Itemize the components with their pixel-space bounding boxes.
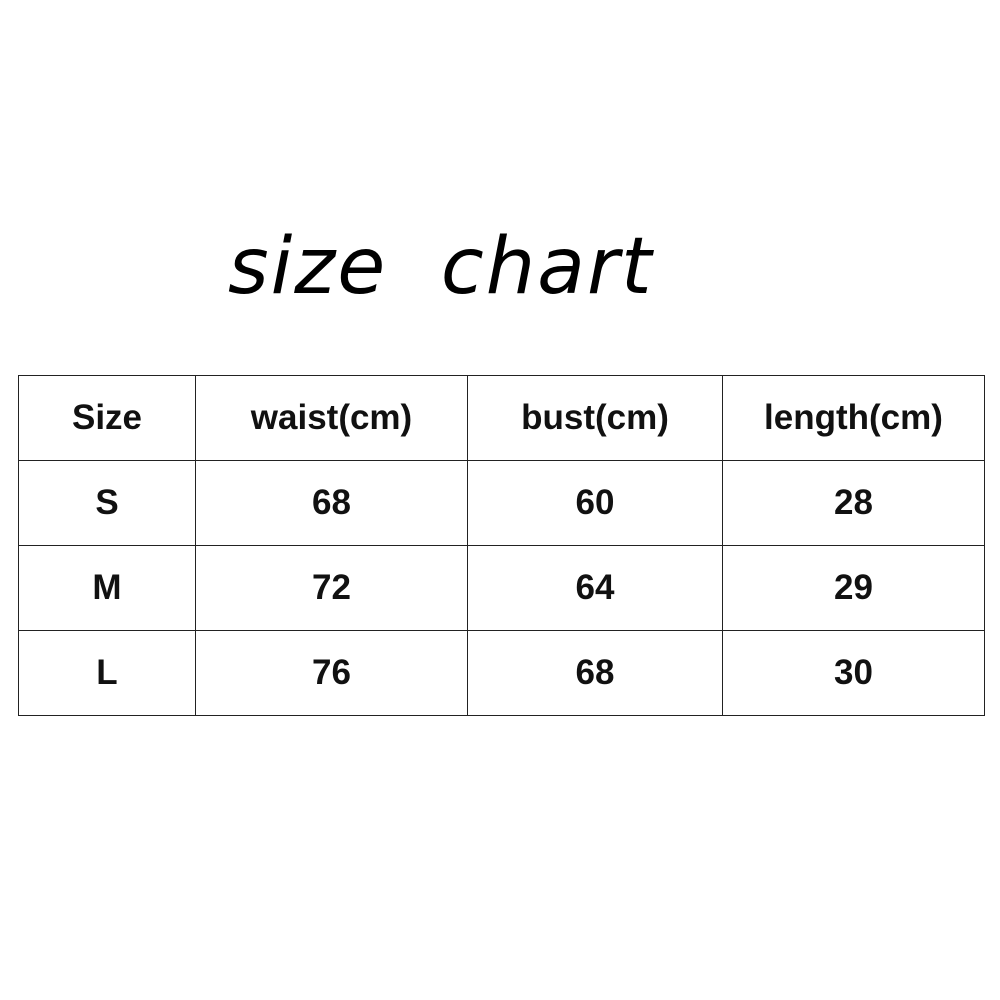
table-row: M 72 64 29 bbox=[18, 545, 985, 631]
table-cell: 76 bbox=[195, 630, 468, 716]
table-row: S 68 60 28 bbox=[18, 460, 985, 546]
page-title: size chart bbox=[228, 222, 654, 312]
table-cell: 29 bbox=[722, 545, 985, 631]
table-cell: 30 bbox=[722, 630, 985, 716]
table-cell: 60 bbox=[467, 460, 723, 546]
size-table: Size waist(cm) bust(cm) length(cm) S 68 … bbox=[18, 375, 985, 716]
table-header-row: Size waist(cm) bust(cm) length(cm) bbox=[18, 375, 985, 461]
table-cell: 68 bbox=[195, 460, 468, 546]
table-cell: 72 bbox=[195, 545, 468, 631]
header-cell: waist(cm) bbox=[195, 375, 468, 461]
table-cell: L bbox=[18, 630, 196, 716]
table-cell: 64 bbox=[467, 545, 723, 631]
table-cell: S bbox=[18, 460, 196, 546]
header-cell: Size bbox=[18, 375, 196, 461]
table-cell: 68 bbox=[467, 630, 723, 716]
header-cell: bust(cm) bbox=[467, 375, 723, 461]
header-cell: length(cm) bbox=[722, 375, 985, 461]
table-row: L 76 68 30 bbox=[18, 630, 985, 716]
table-cell: 28 bbox=[722, 460, 985, 546]
table-cell: M bbox=[18, 545, 196, 631]
